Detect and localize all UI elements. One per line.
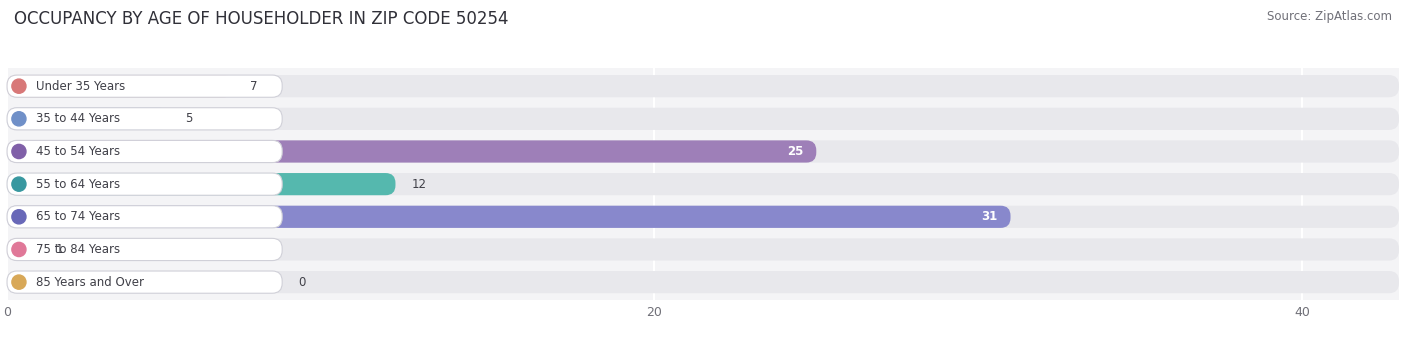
Text: Under 35 Years: Under 35 Years (35, 80, 125, 93)
Text: 25: 25 (787, 145, 803, 158)
FancyBboxPatch shape (7, 238, 1399, 261)
Text: OCCUPANCY BY AGE OF HOUSEHOLDER IN ZIP CODE 50254: OCCUPANCY BY AGE OF HOUSEHOLDER IN ZIP C… (14, 10, 509, 28)
Text: 35 to 44 Years: 35 to 44 Years (35, 112, 120, 125)
Text: Source: ZipAtlas.com: Source: ZipAtlas.com (1267, 10, 1392, 23)
FancyBboxPatch shape (7, 271, 283, 293)
FancyBboxPatch shape (7, 238, 283, 261)
Text: 55 to 64 Years: 55 to 64 Years (35, 178, 120, 191)
FancyBboxPatch shape (7, 271, 1399, 293)
FancyBboxPatch shape (7, 173, 395, 195)
FancyBboxPatch shape (7, 108, 169, 130)
Circle shape (11, 242, 25, 256)
Text: 1: 1 (56, 243, 63, 256)
Circle shape (11, 79, 25, 93)
Text: 75 to 84 Years: 75 to 84 Years (35, 243, 120, 256)
Circle shape (11, 210, 25, 224)
Text: 7: 7 (250, 80, 257, 93)
FancyBboxPatch shape (7, 206, 1399, 228)
FancyBboxPatch shape (7, 173, 283, 195)
FancyBboxPatch shape (7, 238, 39, 261)
FancyBboxPatch shape (7, 108, 1399, 130)
FancyBboxPatch shape (7, 75, 1399, 97)
Text: 12: 12 (412, 178, 426, 191)
Text: 31: 31 (981, 210, 998, 223)
Circle shape (11, 144, 25, 159)
FancyBboxPatch shape (7, 75, 233, 97)
FancyBboxPatch shape (7, 140, 283, 163)
Text: 45 to 54 Years: 45 to 54 Years (35, 145, 120, 158)
FancyBboxPatch shape (7, 140, 1399, 163)
Circle shape (11, 112, 25, 126)
Text: 85 Years and Over: 85 Years and Over (35, 276, 143, 288)
Circle shape (11, 177, 25, 191)
FancyBboxPatch shape (7, 108, 283, 130)
FancyBboxPatch shape (7, 206, 1011, 228)
FancyBboxPatch shape (7, 206, 283, 228)
Circle shape (11, 275, 25, 289)
Text: 65 to 74 Years: 65 to 74 Years (35, 210, 120, 223)
Text: 0: 0 (298, 276, 305, 288)
FancyBboxPatch shape (7, 75, 283, 97)
Text: 5: 5 (186, 112, 193, 125)
FancyBboxPatch shape (7, 140, 817, 163)
FancyBboxPatch shape (7, 173, 1399, 195)
